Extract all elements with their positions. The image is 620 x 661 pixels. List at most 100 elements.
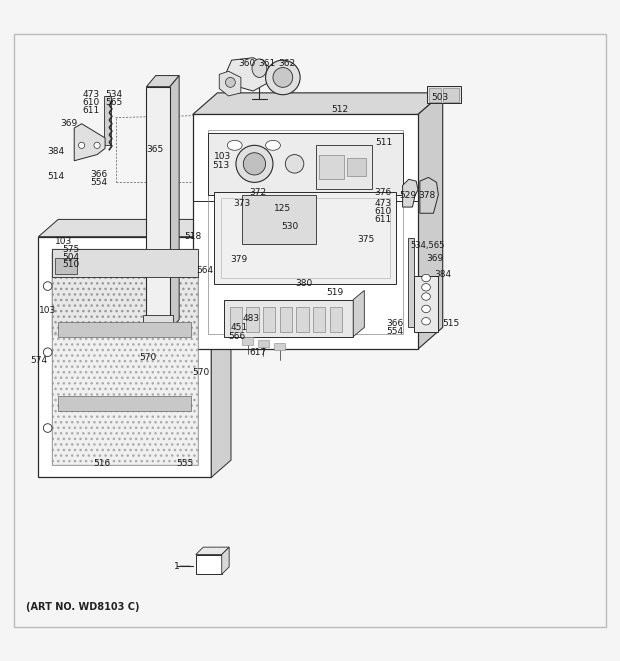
Text: 451: 451 — [231, 323, 247, 332]
Text: 610: 610 — [374, 207, 391, 216]
Text: 103: 103 — [55, 237, 72, 245]
Text: 511: 511 — [376, 137, 392, 147]
Bar — [257, 340, 268, 347]
Text: 575: 575 — [62, 245, 79, 254]
Polygon shape — [222, 547, 229, 574]
Text: 375: 375 — [357, 235, 374, 245]
Text: 554: 554 — [91, 178, 107, 187]
Bar — [429, 88, 441, 102]
Text: 515: 515 — [442, 319, 459, 328]
Text: 369: 369 — [427, 254, 444, 263]
Text: 483: 483 — [243, 314, 260, 323]
Bar — [196, 555, 222, 574]
Text: 519: 519 — [326, 288, 343, 297]
Text: 534,565: 534,565 — [410, 241, 445, 250]
Polygon shape — [196, 547, 229, 555]
Bar — [316, 145, 372, 188]
Ellipse shape — [422, 284, 430, 291]
Ellipse shape — [228, 140, 242, 150]
Bar — [143, 315, 173, 330]
Text: 516: 516 — [94, 459, 110, 468]
Text: 518: 518 — [184, 232, 202, 241]
Bar — [313, 307, 326, 332]
Text: 473: 473 — [82, 90, 99, 99]
Text: 365: 365 — [146, 145, 163, 154]
Bar — [280, 307, 292, 332]
Bar — [319, 155, 344, 179]
Text: 384: 384 — [47, 147, 64, 156]
Text: 529: 529 — [399, 192, 416, 200]
Text: 366: 366 — [386, 319, 404, 328]
Polygon shape — [193, 93, 443, 114]
Bar — [330, 307, 342, 332]
Bar — [146, 87, 170, 330]
Text: 503: 503 — [431, 93, 448, 102]
Ellipse shape — [43, 424, 52, 432]
Bar — [55, 258, 77, 274]
Ellipse shape — [94, 142, 100, 149]
Bar — [347, 158, 366, 176]
Bar — [215, 192, 396, 284]
Text: 380: 380 — [295, 279, 312, 288]
Bar — [274, 343, 285, 350]
Text: 565: 565 — [106, 98, 123, 107]
Bar — [407, 238, 414, 327]
Ellipse shape — [243, 153, 265, 175]
Text: 1: 1 — [174, 562, 180, 571]
Polygon shape — [353, 290, 365, 336]
Bar — [52, 249, 198, 465]
Polygon shape — [226, 58, 268, 91]
Bar — [193, 114, 418, 349]
Text: 513: 513 — [212, 161, 229, 170]
Bar — [221, 198, 390, 278]
Polygon shape — [420, 177, 438, 214]
Text: 570: 570 — [140, 352, 157, 362]
Ellipse shape — [226, 77, 236, 87]
Text: 360: 360 — [239, 59, 255, 67]
Text: 510: 510 — [62, 260, 79, 269]
Bar — [38, 237, 211, 477]
Bar — [208, 133, 402, 195]
Ellipse shape — [422, 293, 430, 300]
Bar — [224, 299, 353, 336]
Text: 504: 504 — [62, 253, 79, 262]
Text: 514: 514 — [47, 172, 64, 180]
Bar — [208, 130, 402, 334]
Bar — [58, 396, 192, 410]
Text: 574: 574 — [30, 356, 47, 365]
Bar — [414, 276, 438, 332]
Bar — [443, 88, 459, 102]
Text: 530: 530 — [281, 222, 299, 231]
Bar — [263, 307, 275, 332]
Bar — [246, 307, 259, 332]
Text: 610: 610 — [82, 98, 100, 107]
Text: 566: 566 — [229, 332, 246, 341]
Ellipse shape — [236, 145, 273, 182]
Text: 103: 103 — [39, 305, 56, 315]
Bar — [230, 307, 242, 332]
Ellipse shape — [79, 142, 85, 149]
Text: 611: 611 — [82, 106, 100, 115]
Text: 554: 554 — [387, 327, 404, 336]
Text: ReplacementParts.com: ReplacementParts.com — [237, 324, 383, 337]
Bar — [52, 249, 198, 465]
Polygon shape — [402, 179, 418, 207]
Text: 555: 555 — [177, 459, 194, 468]
Text: 378: 378 — [418, 192, 436, 200]
Bar — [52, 253, 198, 335]
Text: 372: 372 — [249, 188, 266, 198]
Text: 379: 379 — [231, 255, 247, 264]
Bar — [427, 86, 461, 103]
Ellipse shape — [422, 317, 430, 325]
Ellipse shape — [43, 282, 52, 290]
Ellipse shape — [43, 348, 52, 356]
Bar — [104, 96, 110, 145]
Polygon shape — [170, 75, 179, 330]
Polygon shape — [74, 124, 105, 161]
Ellipse shape — [252, 59, 267, 77]
Text: 373: 373 — [234, 199, 250, 208]
Ellipse shape — [265, 140, 280, 150]
Ellipse shape — [265, 60, 300, 95]
Text: 534: 534 — [106, 90, 123, 99]
Text: 369: 369 — [61, 119, 78, 128]
